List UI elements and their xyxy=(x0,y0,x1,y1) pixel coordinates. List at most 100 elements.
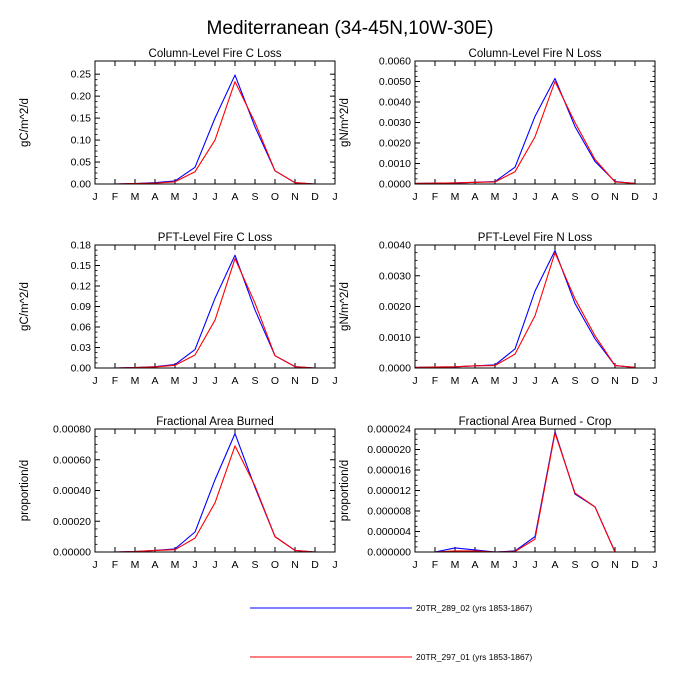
x-tick-label: D xyxy=(311,559,319,571)
x-tick-label: N xyxy=(611,375,619,387)
x-tick-label: J xyxy=(92,559,97,571)
x-tick-label: D xyxy=(631,559,639,571)
x-tick-label: J xyxy=(192,559,197,571)
series-line-blue xyxy=(95,74,316,185)
y-tick-label: 0.15 xyxy=(71,113,92,125)
x-tick-label: J xyxy=(652,559,657,571)
plot-frame xyxy=(414,428,656,553)
x-tick-label: M xyxy=(491,191,500,203)
x-tick-label: J xyxy=(652,191,657,203)
y-tick-label: 0.000024 xyxy=(367,424,411,436)
x-tick-label: J xyxy=(192,375,197,387)
x-tick-label: S xyxy=(571,559,578,571)
x-tick-label: F xyxy=(432,559,438,571)
y-tick-label: 0.000008 xyxy=(367,506,411,518)
x-tick-label: J xyxy=(652,375,657,387)
x-tick-label: J xyxy=(532,191,537,203)
x-tick-label: J xyxy=(412,375,417,387)
x-tick-label: J xyxy=(192,191,197,203)
y-axis-label: proportion/d xyxy=(339,460,351,521)
x-tick-label: D xyxy=(631,375,639,387)
y-tick-label: 0.03 xyxy=(71,342,92,354)
y-tick-label: 0.10 xyxy=(71,135,92,147)
y-tick-label: 0.000012 xyxy=(367,485,411,497)
x-tick-label: J xyxy=(412,191,417,203)
x-tick-label: J xyxy=(532,559,537,571)
y-tick-label: 0.00040 xyxy=(53,485,91,497)
x-tick-label: F xyxy=(112,375,118,387)
x-tick-label: S xyxy=(571,375,578,387)
x-tick-label: J xyxy=(212,559,217,571)
y-tick-label: 0.000016 xyxy=(367,465,411,477)
y-tick-label: 0.0020 xyxy=(379,301,411,313)
x-tick-label: S xyxy=(571,191,578,203)
y-tick-label: 0.00 xyxy=(71,179,92,191)
x-tick-label: O xyxy=(271,559,279,571)
series-line-red xyxy=(414,252,636,368)
x-tick-label: O xyxy=(591,559,599,571)
y-tick-label: 0.0000 xyxy=(379,179,411,191)
x-tick-label: O xyxy=(591,375,599,387)
x-tick-label: A xyxy=(231,191,238,203)
x-tick-label: J xyxy=(512,559,517,571)
x-tick-label: F xyxy=(112,191,118,203)
x-tick-label: J xyxy=(412,559,417,571)
y-tick-label: 0.0000 xyxy=(379,363,411,375)
y-tick-label: 0.0040 xyxy=(379,97,411,109)
plot-frame xyxy=(414,60,656,185)
x-tick-label: J xyxy=(212,375,217,387)
series-line-blue xyxy=(95,254,316,369)
x-tick-label: A xyxy=(551,191,558,203)
x-tick-label: N xyxy=(291,375,299,387)
y-tick-label: 0.0030 xyxy=(379,117,411,129)
x-tick-label: J xyxy=(92,375,97,387)
y-tick-label: 0.20 xyxy=(71,91,92,103)
x-tick-label: N xyxy=(291,559,299,571)
x-tick-label: M xyxy=(171,559,180,571)
y-tick-label: 0.0050 xyxy=(379,76,411,88)
y-tick-label: 0.00 xyxy=(71,363,92,375)
x-tick-label: J xyxy=(332,559,337,571)
panels: Column-Level Fire C Loss gC/m^2/d 0.00 0.05… xyxy=(19,48,658,571)
y-tick-label: 0.00080 xyxy=(53,424,91,436)
x-tick-label: F xyxy=(432,375,438,387)
x-tick-label: A xyxy=(551,375,558,387)
y-tick-label: 0.0060 xyxy=(379,56,411,68)
x-tick-label: J xyxy=(92,191,97,203)
x-tick-label: M xyxy=(451,191,460,203)
x-tick-label: M xyxy=(451,559,460,571)
legend-label-2: 20TR_297_01 (yrs 1853-1867) xyxy=(416,652,532,662)
x-tick-label: A xyxy=(231,559,238,571)
x-tick-label: A xyxy=(151,191,158,203)
series-line-blue xyxy=(414,249,636,368)
x-tick-label: J xyxy=(512,375,517,387)
x-tick-label: N xyxy=(611,191,619,203)
panel-2: Column-Level Fire N Loss gN/m^2/d 0.0000 0.… xyxy=(339,48,658,203)
x-tick-label: D xyxy=(311,191,319,203)
legend-label-1: 20TR_289_02 (yrs 1853-1867) xyxy=(416,603,532,613)
x-tick-label: D xyxy=(631,191,639,203)
panel-3: PFT-Level Fire C Loss gC/m^2/d 0.00 0.03 0.0… xyxy=(19,232,338,387)
plot-frame xyxy=(94,428,336,553)
x-tick-label: D xyxy=(311,375,319,387)
y-axis-label: proportion/d xyxy=(19,460,31,521)
x-tick-label: J xyxy=(332,375,337,387)
panel-title: PFT-Level Fire C Loss xyxy=(158,232,273,244)
panel-title: Fractional Area Burned xyxy=(156,416,274,428)
series-line-red xyxy=(415,432,635,553)
series-line-red xyxy=(95,445,316,553)
panel-5: Fractional Area Burned proportion/d 0.0000… xyxy=(19,416,338,571)
x-tick-label: J xyxy=(512,191,517,203)
x-tick-label: F xyxy=(112,559,118,571)
y-tick-label: 0.00000 xyxy=(53,547,91,559)
series-line-blue xyxy=(415,431,635,553)
x-tick-label: M xyxy=(491,375,500,387)
y-tick-label: 0.15 xyxy=(71,260,92,272)
x-tick-label: J xyxy=(212,191,217,203)
x-tick-label: J xyxy=(532,375,537,387)
y-tick-label: 0.0030 xyxy=(379,270,411,282)
panel-title: Column-Level Fire C Loss xyxy=(149,48,282,60)
panel-title: PFT-Level Fire N Loss xyxy=(478,232,593,244)
y-tick-label: 0.18 xyxy=(71,240,92,252)
